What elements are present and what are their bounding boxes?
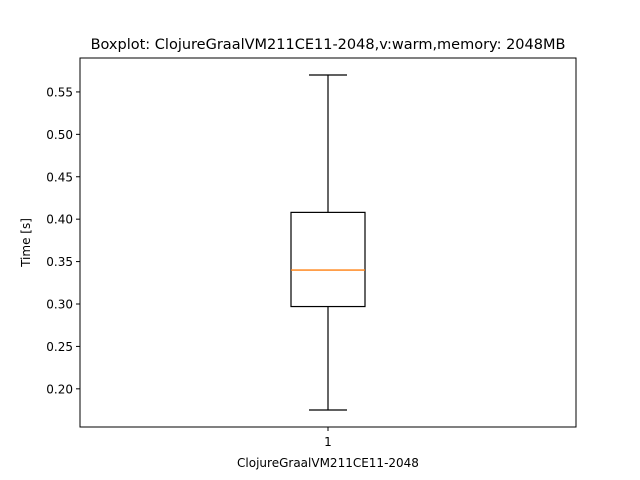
y-axis-label: Time [s] [19,218,33,268]
chart-title: Boxplot: ClojureGraalVM211CE11-2048,v:wa… [91,37,566,53]
box-layer [290,74,366,411]
iqr-box [290,211,366,308]
y-axis: 0.20 0.25 0.30 0.35 0.40 0.45 0.50 0.55 [46,85,80,396]
y-tick-label: 0.30 [46,298,73,312]
y-tick-label: 0.55 [46,85,73,99]
y-tick-label: 0.45 [46,170,73,184]
y-tick-label: 0.25 [46,340,73,354]
x-tick-label: 1 [324,435,332,449]
y-tick-label: 0.35 [46,255,73,269]
x-axis-label: ClojureGraalVM211CE11-2048 [237,456,419,470]
y-tick-label: 0.40 [46,213,73,227]
y-tick-label: 0.20 [46,382,73,396]
box-series [290,74,366,411]
x-axis: 1 [324,427,332,449]
y-tick-label: 0.50 [46,128,73,142]
